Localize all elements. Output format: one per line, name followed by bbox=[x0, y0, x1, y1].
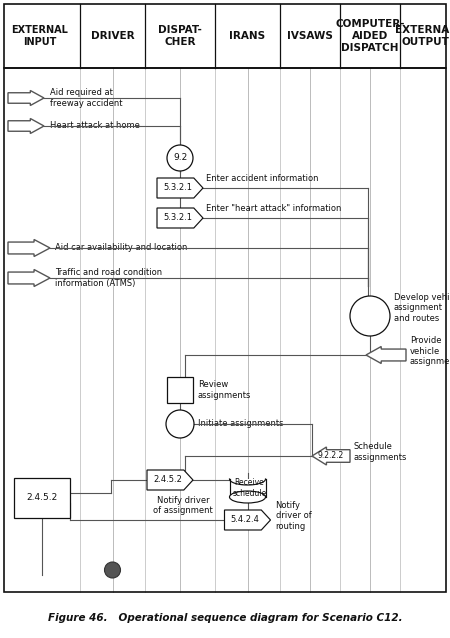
Text: EXTERNAL
OUTPUT: EXTERNAL OUTPUT bbox=[395, 25, 450, 47]
Bar bbox=[4, 4, 446, 68]
Text: Traffic and road condition
information (ATMS): Traffic and road condition information (… bbox=[55, 269, 162, 288]
Text: DRIVER: DRIVER bbox=[91, 31, 134, 41]
Polygon shape bbox=[312, 447, 350, 465]
Text: Aid required at
freeway accident: Aid required at freeway accident bbox=[50, 88, 122, 108]
Text: 9.2: 9.2 bbox=[173, 154, 187, 163]
Text: Aid car availability and location: Aid car availability and location bbox=[55, 244, 187, 253]
Text: Initiate assignments: Initiate assignments bbox=[198, 420, 284, 429]
Text: EXTERNAL
INPUT: EXTERNAL INPUT bbox=[12, 25, 68, 47]
Bar bbox=[4, 68, 446, 592]
Text: Receive
schedule: Receive schedule bbox=[232, 478, 266, 498]
Polygon shape bbox=[225, 510, 270, 530]
Text: IRANS: IRANS bbox=[230, 31, 266, 41]
Text: Enter accident information: Enter accident information bbox=[206, 174, 319, 183]
Bar bbox=[14, 478, 70, 518]
Circle shape bbox=[166, 410, 194, 438]
Bar bbox=[230, 479, 266, 497]
Text: Notify
driver of
routing: Notify driver of routing bbox=[275, 501, 311, 531]
Text: Schedule
assignments: Schedule assignments bbox=[354, 442, 407, 462]
Text: 2.4.5.2: 2.4.5.2 bbox=[153, 475, 182, 484]
Polygon shape bbox=[147, 470, 193, 490]
Text: 9.2.2.2: 9.2.2.2 bbox=[318, 452, 344, 461]
Polygon shape bbox=[8, 119, 44, 133]
Text: 5.4.2.4: 5.4.2.4 bbox=[231, 516, 260, 524]
Polygon shape bbox=[157, 208, 203, 228]
Text: Review
assignments: Review assignments bbox=[198, 380, 252, 399]
Text: Figure 46.   Operational sequence diagram for Scenario C12.: Figure 46. Operational sequence diagram … bbox=[48, 613, 402, 623]
Circle shape bbox=[104, 562, 121, 578]
Text: COMPUTER-
AIDED
DISPATCH: COMPUTER- AIDED DISPATCH bbox=[335, 19, 405, 52]
Text: IVSAWS: IVSAWS bbox=[287, 31, 333, 41]
Polygon shape bbox=[8, 91, 44, 105]
Text: 5.3.2.1: 5.3.2.1 bbox=[163, 184, 192, 193]
Ellipse shape bbox=[230, 491, 266, 503]
Circle shape bbox=[350, 296, 390, 336]
Polygon shape bbox=[8, 269, 50, 286]
Bar bbox=[167, 377, 193, 403]
Text: 5.3.2.1: 5.3.2.1 bbox=[163, 214, 192, 223]
Text: Heart attack at home: Heart attack at home bbox=[50, 121, 140, 131]
Text: 2.4.5.2: 2.4.5.2 bbox=[27, 494, 58, 503]
Polygon shape bbox=[157, 178, 203, 198]
Polygon shape bbox=[366, 346, 406, 364]
Text: Provide
vehicle
assignments: Provide vehicle assignments bbox=[410, 336, 450, 366]
Polygon shape bbox=[8, 239, 50, 256]
Text: Develop vehicle
assignment
and routes: Develop vehicle assignment and routes bbox=[394, 293, 450, 323]
Text: Notify driver
of assignment: Notify driver of assignment bbox=[153, 496, 213, 516]
Circle shape bbox=[167, 145, 193, 171]
Text: DISPAT-
CHER: DISPAT- CHER bbox=[158, 25, 202, 47]
Text: Enter "heart attack" information: Enter "heart attack" information bbox=[206, 204, 342, 213]
